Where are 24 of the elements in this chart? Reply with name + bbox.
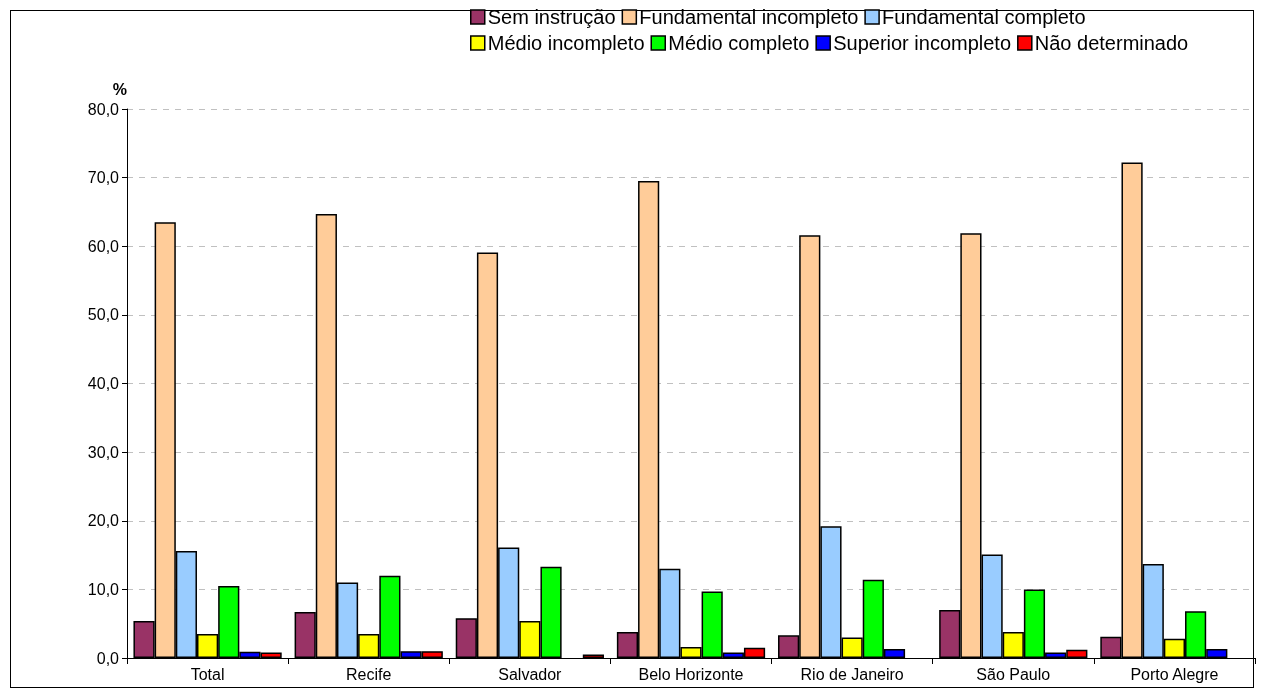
legend-label: Fundamental completo (882, 6, 1086, 28)
y-tick-label: 50,0 (87, 306, 120, 324)
y-tick-label: 20,0 (87, 512, 120, 530)
x-tick-label: Total (190, 665, 225, 683)
y-tick-label: 30,0 (87, 443, 120, 461)
legend-label: Médio incompleto (487, 32, 645, 54)
legend-label: Fundamental incompleto (639, 6, 859, 28)
y-tick-label: 60,0 (87, 237, 120, 255)
y-axis-title: % (112, 80, 127, 98)
legend-label: Sem instrução (487, 6, 616, 28)
y-tick-label: 10,0 (87, 580, 120, 598)
x-tick-label: Rio de Janeiro (800, 665, 904, 683)
y-tick-label: 80,0 (87, 100, 120, 118)
legend-label: Superior incompleto (833, 32, 1012, 54)
x-tick-label: Recife (346, 665, 392, 683)
y-tick-label: 0,0 (96, 649, 120, 667)
legend-label: Médio completo (668, 32, 810, 54)
x-tick-label: São Paulo (976, 665, 1051, 683)
legend-label: Não determinado (1034, 32, 1189, 54)
y-tick-label: 40,0 (87, 375, 120, 392)
y-tick-label: 70,0 (87, 169, 120, 187)
x-tick-label: Belo Horizonte (638, 665, 744, 683)
x-tick-label: Porto Alegre (1130, 665, 1219, 683)
x-tick-label: Salvador (498, 665, 563, 683)
